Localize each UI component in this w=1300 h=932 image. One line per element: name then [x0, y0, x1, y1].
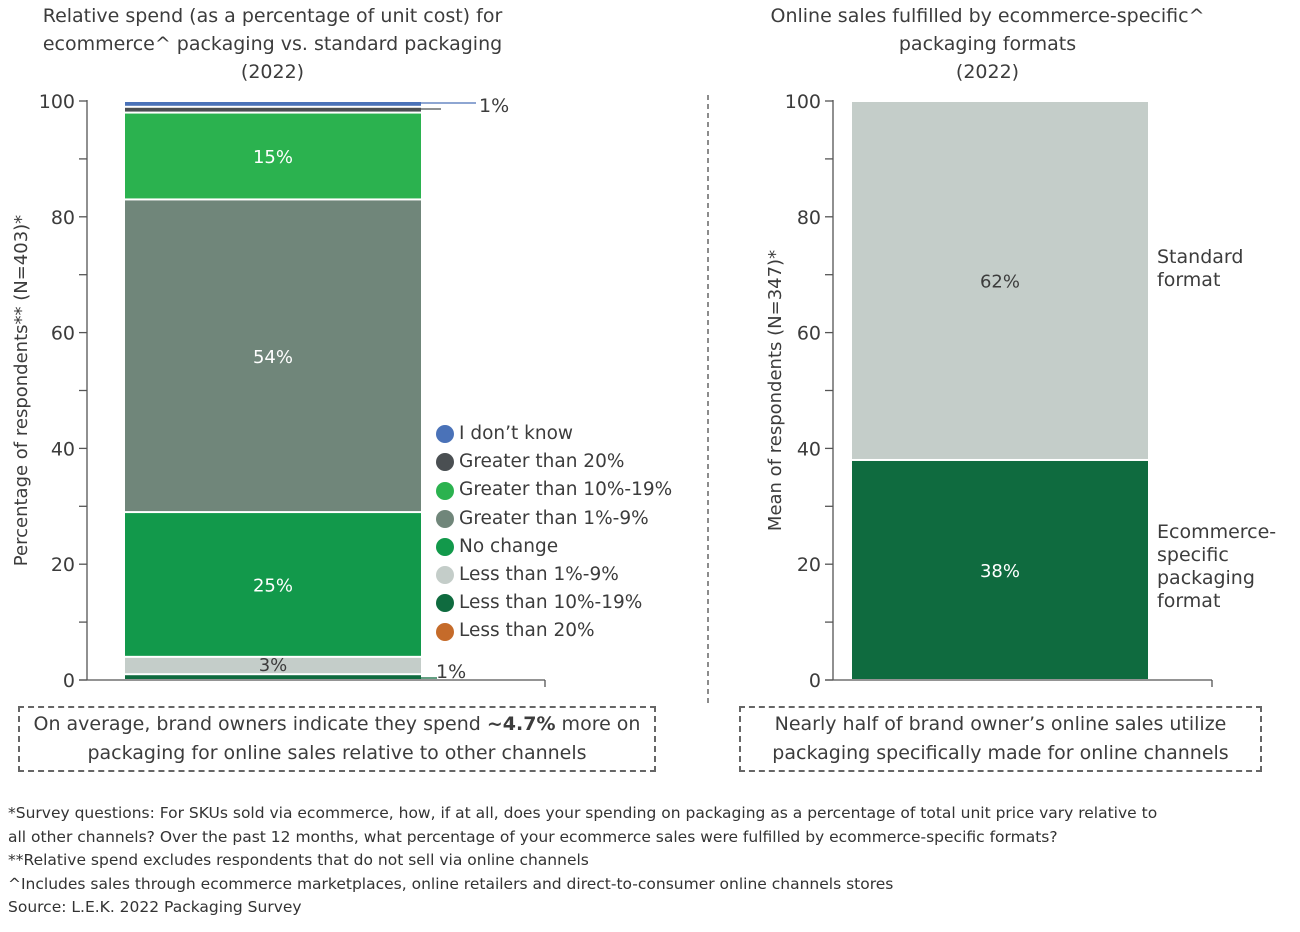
footnote: *Survey questions: For SKUs sold via eco… — [8, 804, 1158, 822]
legend-label: Less than 1%-9% — [459, 564, 619, 586]
y-tick-label: 60 — [797, 323, 821, 345]
side-label-standard: Standard format — [1157, 246, 1243, 292]
legend-item: No change — [436, 533, 672, 561]
callout-text: Nearly half of brand owner’s online sale… — [772, 713, 1229, 764]
y-axis-label: Percentage of respondents** (N=403)* — [11, 215, 32, 566]
side-label-line: format — [1157, 590, 1221, 612]
title-line: ecommerce^ packaging vs. standard packag… — [42, 33, 503, 55]
legend-item: Greater than 10%-19% — [436, 476, 672, 504]
title-line: (2022) — [955, 61, 1020, 83]
right-chart-title: Online sales fulfilled by ecommerce-spec… — [730, 2, 1245, 86]
data-label: 25% — [253, 575, 293, 596]
legend-label: Greater than 1%-9% — [459, 507, 649, 529]
bar-segment — [852, 102, 1148, 459]
data-label: 38% — [980, 561, 1020, 582]
footnotes: *Survey questions: For SKUs sold via eco… — [8, 802, 1298, 920]
bar-segment — [125, 200, 421, 512]
callout-text: more on packaging for online sales relat… — [87, 713, 641, 764]
legend-label: Greater than 20% — [459, 451, 625, 473]
side-label-line: format — [1157, 269, 1221, 291]
data-label-i-dont-know: 1% — [479, 95, 509, 117]
data-label: 54% — [253, 347, 293, 368]
legend-swatch-icon — [436, 453, 454, 472]
side-label-ecommerce: Ecommerce- specific packaging format — [1157, 521, 1276, 613]
legend-item: Greater than 1%-9% — [436, 505, 672, 533]
y-tick-label: 40 — [51, 438, 75, 460]
side-label-line: specific — [1157, 544, 1229, 566]
side-label-line: Ecommerce- — [1157, 521, 1277, 543]
footnote: Source: L.E.K. 2022 Packaging Survey — [8, 898, 302, 916]
legend-item: I don’t know — [436, 420, 672, 448]
legend-swatch-icon — [436, 481, 454, 500]
bar-segment — [125, 107, 421, 112]
legend-swatch-icon — [436, 537, 454, 556]
side-label-line: packaging — [1157, 567, 1255, 589]
bar-segment — [125, 513, 421, 656]
left-chart-title: Relative spend (as a percentage of unit … — [0, 2, 545, 86]
legend-label: Less than 20% — [459, 620, 595, 642]
callout-text: On average, brand owners indicate they s… — [33, 713, 487, 735]
legend-swatch-icon — [436, 622, 454, 641]
data-label: 3% — [259, 655, 288, 676]
legend-label: Greater than 10%-19% — [459, 479, 673, 501]
callout-highlight: ~4.7% — [486, 713, 556, 735]
y-tick-label: 100 — [39, 91, 75, 113]
data-label: 62% — [980, 271, 1020, 292]
y-tick-label: 0 — [809, 670, 821, 692]
legend-item: Greater than 20% — [436, 448, 672, 476]
legend-label: I don’t know — [459, 423, 574, 444]
title-line: (2022) — [240, 61, 305, 83]
legend-item: Less than 20% — [436, 617, 672, 645]
legend-swatch-icon — [436, 566, 454, 585]
legend-swatch-icon — [436, 509, 454, 528]
footnote: all other channels? Over the past 12 mon… — [8, 827, 1058, 846]
legend-label: No change — [459, 535, 559, 557]
y-tick-label: 0 — [63, 670, 75, 692]
title-line: Online sales fulfilled by ecommerce-spec… — [770, 5, 1205, 27]
legend-label: Less than 10%-19% — [459, 592, 643, 614]
legend-swatch-icon — [436, 425, 454, 444]
y-tick-label: 20 — [797, 554, 821, 576]
legend-item: Less than 1%-9% — [436, 561, 672, 589]
y-tick-label: 80 — [797, 207, 821, 229]
right-callout: Nearly half of brand owner’s online sale… — [739, 706, 1262, 772]
bar-segment — [125, 113, 421, 199]
title-line: Relative spend (as a percentage of unit … — [42, 5, 503, 27]
bar-segment — [852, 460, 1148, 679]
side-label-line: Standard — [1157, 246, 1244, 268]
legend-swatch-icon — [436, 594, 454, 613]
right-chart: 0 20 40 60 80 100 Mean of respondents (N=347)*… — [765, 91, 1213, 692]
y-tick-label: 20 — [51, 554, 75, 576]
left-callout: On average, brand owners indicate they s… — [18, 706, 656, 772]
footnote: ^Includes sales through ecommerce market… — [8, 874, 894, 893]
y-tick-label: 60 — [51, 323, 75, 345]
legend-item: Less than 10%-19% — [436, 589, 672, 617]
bar-segment — [125, 102, 421, 106]
bar-segment — [125, 675, 421, 679]
bar-segment — [125, 657, 421, 674]
data-label: 15% — [253, 147, 293, 168]
title-line: packaging formats — [898, 33, 1077, 55]
y-tick-label: 100 — [785, 91, 821, 113]
y-tick-label: 40 — [797, 438, 821, 460]
y-axis-label: Mean of respondents (N=347)* — [765, 250, 786, 531]
legend: I don’t know Greater than 20% Greater than… — [436, 420, 672, 646]
footnote: **Relative spend excludes respondents th… — [8, 851, 589, 869]
y-tick-label: 80 — [51, 207, 75, 229]
left-chart: 0 20 40 60 80 100 Percentage of respondents** … — [11, 91, 546, 692]
data-label-less-than-10-19: 1% — [436, 661, 466, 683]
